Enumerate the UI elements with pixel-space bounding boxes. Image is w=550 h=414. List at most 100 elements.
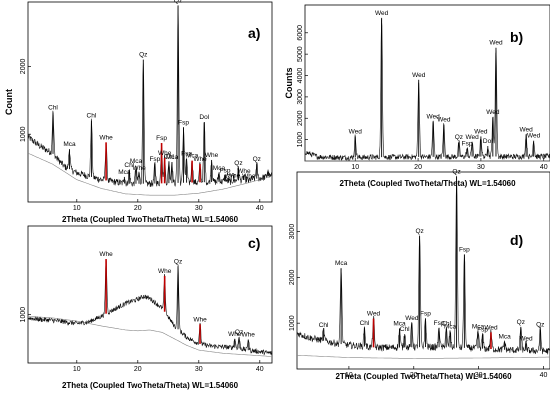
peak-label: Mca xyxy=(186,153,199,160)
background-fit-curve xyxy=(297,355,550,359)
x-axis-title: 2Theta (Coupled TwoTheta/Theta) WL=1.540… xyxy=(339,179,516,188)
y-tick-label: 3000 xyxy=(289,224,296,240)
x-tick-label: 30 xyxy=(475,372,483,379)
y-tick-label: 2000 xyxy=(289,269,296,285)
x-tick-label: 40 xyxy=(540,164,548,171)
peak-label: Wed xyxy=(412,72,426,79)
y-tick-label: 3000 xyxy=(297,89,304,105)
panel-a: 10 20 30 4010002000ChlMcaChlWheMcaChlMcaWhe… xyxy=(4,0,273,224)
x-axis-title: 2Theta (Coupled TwoTheta/Theta) WL=1.540… xyxy=(335,372,512,381)
peak-label: Whe xyxy=(227,172,241,179)
panel-letter: c) xyxy=(248,235,260,251)
y-axis-title: Counts xyxy=(284,68,294,99)
peak-label: Qz xyxy=(455,134,463,141)
peak-label: Fsp xyxy=(420,311,431,318)
peak-label: Wed xyxy=(489,40,503,47)
plot-frame xyxy=(296,171,550,370)
peak-label: Qz xyxy=(235,329,243,336)
plot-frame xyxy=(27,1,273,203)
diffraction-pattern xyxy=(27,260,273,356)
peak-label: Chl xyxy=(48,105,58,112)
peak-label: Wed xyxy=(527,133,541,140)
x-tick-label: 40 xyxy=(256,205,264,212)
peak-label: Chl xyxy=(124,162,134,169)
peak-label: Mca xyxy=(166,154,179,161)
peak-label: Mca xyxy=(130,158,143,165)
peak-label: Mca xyxy=(63,141,76,148)
peak-label: Whe xyxy=(158,150,172,157)
y-tick-label: 2000 xyxy=(297,110,304,126)
peak-label: Wed xyxy=(519,335,533,342)
peak-label: Fsp xyxy=(434,320,445,327)
peak-label: Whe xyxy=(242,173,256,180)
peak-label: Fsp xyxy=(181,151,192,158)
peak-label: Whe xyxy=(242,332,256,339)
peak-label: Wed xyxy=(520,126,534,133)
diffraction-pattern xyxy=(296,175,550,355)
peak-label: Chl xyxy=(319,322,329,329)
peak-label: Qz xyxy=(139,52,147,59)
y-tick-label: 1000 xyxy=(20,307,27,323)
x-tick-label: 10 xyxy=(73,205,81,212)
y-tick-label: 6000 xyxy=(297,25,304,41)
peak-label: Wed xyxy=(367,311,381,318)
x-tick-label: 30 xyxy=(195,205,203,212)
peak-label: Wed xyxy=(375,10,389,17)
y-tick-label: 1000 xyxy=(20,126,27,142)
plot-frame xyxy=(27,225,273,364)
peak-label: Wed xyxy=(437,117,451,124)
panel-letter: b) xyxy=(510,29,523,45)
peak-label: Wed xyxy=(474,128,488,135)
peak-label: Mca xyxy=(444,323,457,330)
panel-letter: a) xyxy=(248,25,260,41)
x-tick-label: 40 xyxy=(256,366,264,373)
x-axis-title: 2Theta (Coupled TwoTheta/Theta) WL=1.540… xyxy=(62,381,239,390)
peak-label: Chl xyxy=(226,174,236,181)
y-tick-label: 1000 xyxy=(297,132,304,148)
peak-label: Wed xyxy=(405,315,419,322)
x-tick-label: 10 xyxy=(73,366,81,373)
peak-label: Whe xyxy=(228,331,242,338)
peak-label: Mca xyxy=(335,260,348,267)
panel-d: 10 20 30 40100020003000ChlMcaChlWedMcaChlWe… xyxy=(289,169,550,381)
diffraction-pattern xyxy=(27,6,273,188)
x-tick-label: 10 xyxy=(351,164,359,171)
peak-label: Fsp xyxy=(220,168,231,175)
peak-label: Qz xyxy=(174,0,182,4)
peak-label: Chl xyxy=(360,320,370,327)
peak-label: Whe xyxy=(158,268,172,275)
x-tick-label: 20 xyxy=(410,372,418,379)
x-tick-label: 30 xyxy=(195,366,203,373)
peak-label: Wed xyxy=(427,113,441,120)
peak-label: Mca xyxy=(393,321,406,328)
peak-label: Wed xyxy=(484,324,498,331)
peak-label: Mca xyxy=(213,165,226,172)
peak-label: Fsp xyxy=(459,246,470,253)
peak-label: Qz xyxy=(415,228,423,235)
x-tick-label: 10 xyxy=(345,372,353,379)
peak-label: Whe xyxy=(237,168,251,175)
peak-label: Whe xyxy=(99,134,113,141)
peak-label: Qz xyxy=(517,319,525,326)
peak-label: Whe xyxy=(132,165,146,172)
x-tick-label: 20 xyxy=(134,366,142,373)
peak-label: Qz xyxy=(536,322,544,329)
x-tick-label: 20 xyxy=(134,205,142,212)
peak-label: Chl xyxy=(400,326,410,333)
peak-label: Fsp xyxy=(462,141,473,148)
peak-label: Chl xyxy=(87,113,97,120)
peak-label: Mca xyxy=(472,323,485,330)
background-fit-curve xyxy=(27,316,273,357)
y-tick-label: 1000 xyxy=(289,315,296,331)
peak-label: Chl xyxy=(164,153,174,160)
peak-label: Fsp xyxy=(149,156,160,163)
peak-label: Whe xyxy=(193,316,207,323)
peak-label: Wed xyxy=(349,128,363,135)
peak-label: Mca xyxy=(118,169,131,176)
peak-label: Whe xyxy=(99,251,113,258)
x-tick-label: 40 xyxy=(540,372,548,379)
peak-label: Whe xyxy=(193,156,207,163)
peak-label: Wed xyxy=(486,109,500,116)
